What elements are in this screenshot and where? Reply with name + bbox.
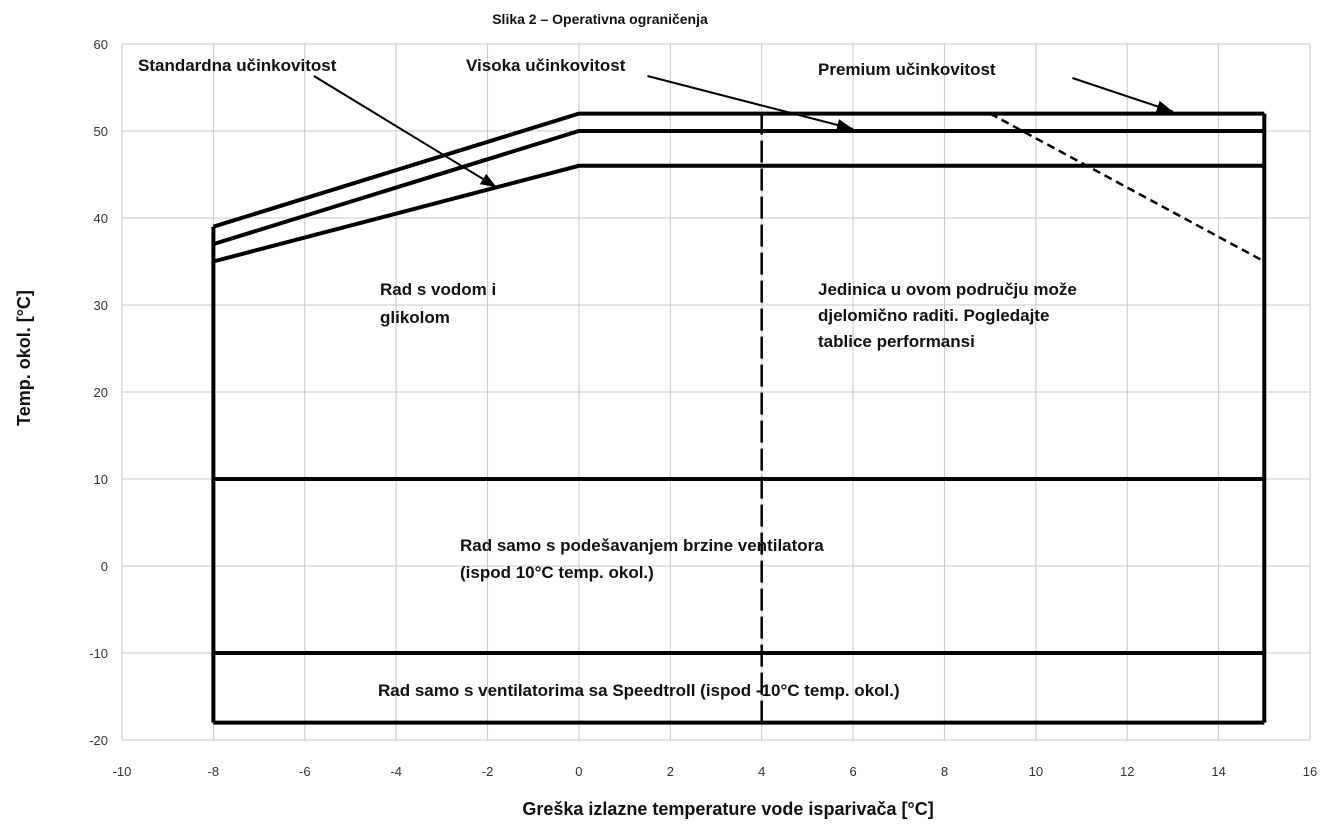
y-tick-label: 60 [94, 37, 108, 52]
y-tick-label: -20 [89, 733, 108, 748]
y-tick-label: -10 [89, 646, 108, 661]
y-tick-label: 0 [101, 559, 108, 574]
arrow-high [647, 75, 854, 130]
annotation-partial-3: tablice performansi [818, 332, 975, 351]
series-label-premium: Premium učinkovitost [818, 60, 996, 79]
x-tick-label: -4 [390, 764, 402, 779]
series-label-high: Visoka učinkovitost [466, 56, 626, 75]
arrow-premium [1072, 77, 1174, 113]
annotation-water-glycol-1: Rad s vodom i [380, 280, 496, 299]
x-tick-label: -6 [299, 764, 311, 779]
x-tick-label: -10 [113, 764, 132, 779]
callout-arrows [313, 75, 1174, 189]
arrow-standard [313, 75, 498, 189]
limit-lines [211, 111, 1267, 725]
arrow-standard-head [479, 173, 497, 188]
axis-ticks: -10 -8 -6 -4 -2 0 2 4 6 8 10 12 14 16-20-100102030405… [89, 37, 1317, 779]
y-tick-label: 20 [94, 385, 108, 400]
x-tick-label: 8 [941, 764, 948, 779]
x-tick-label: 6 [849, 764, 856, 779]
arrow-premium-head [1155, 100, 1173, 113]
x-tick-label: -8 [208, 764, 220, 779]
annotation-speedtroll: Rad samo s ventilatorima sa Speedtroll (… [378, 681, 900, 700]
y-tick-label: 40 [94, 211, 108, 226]
x-axis-label: Greška izlazne temperature vode ispariva… [522, 799, 933, 819]
x-tick-label: 14 [1211, 764, 1225, 779]
annotation-fan-speed-1: Rad samo s podešavanjem brzine ventilato… [460, 536, 824, 555]
chart-title: Slika 2 – Operativna ograničenja [492, 11, 708, 27]
annotation-water-glycol-2: glikolom [380, 308, 450, 327]
series-label-standard: Standardna učinkovitost [138, 56, 337, 75]
y-tick-label: 30 [94, 298, 108, 313]
series-line-0 [212, 163, 1265, 264]
x-tick-label: 2 [667, 764, 674, 779]
annotation-fan-speed-2: (ispod 10°C temp. okol.) [460, 563, 654, 582]
series-line-2 [212, 111, 1265, 229]
annotation-partial-1: Jedinica u ovom području može [818, 280, 1077, 299]
grid [121, 43, 1311, 741]
x-tick-label: -2 [482, 764, 494, 779]
y-tick-label: 10 [94, 472, 108, 487]
x-tick-label: 0 [575, 764, 582, 779]
annotation-partial-2: djelomično raditi. Pogledajte [818, 306, 1049, 325]
y-axis-label: Temp. okol. [°C] [14, 290, 34, 426]
y-tick-label: 50 [94, 124, 108, 139]
x-tick-label: 10 [1029, 764, 1043, 779]
arrow-high-head [836, 119, 854, 131]
series-line-1 [212, 129, 1265, 247]
x-tick-label: 4 [758, 764, 765, 779]
x-tick-label: 12 [1120, 764, 1134, 779]
x-tick-label: 16 [1303, 764, 1317, 779]
